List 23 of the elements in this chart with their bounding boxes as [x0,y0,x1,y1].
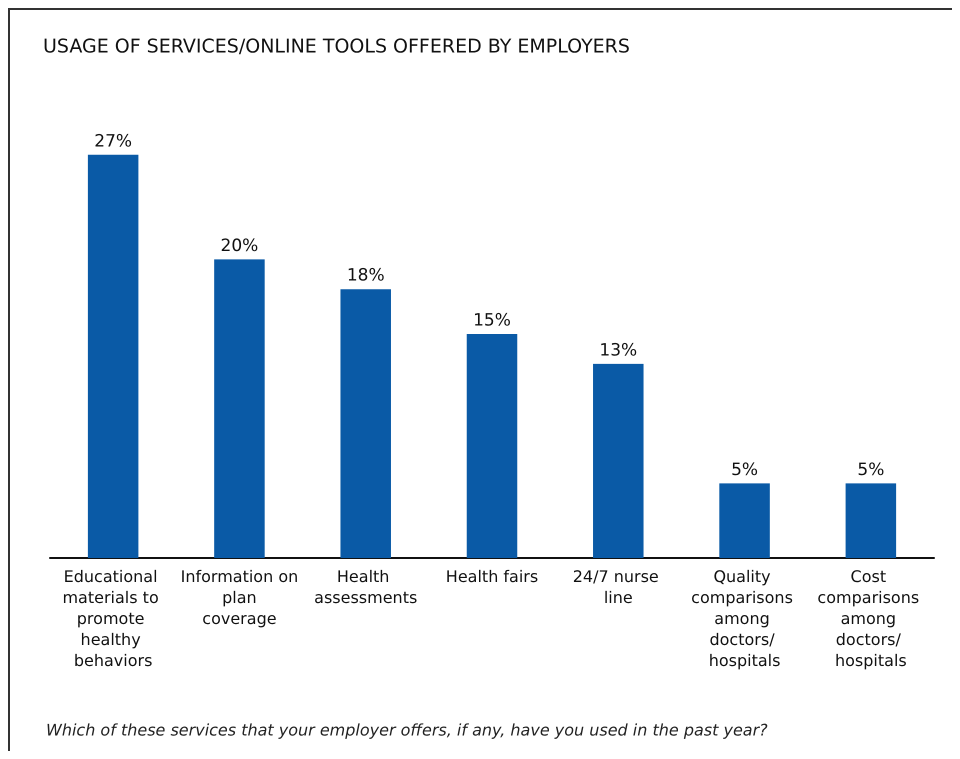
x-tick-label: 24/7 nurse line [572,567,664,607]
data-label: 20% [220,236,258,256]
bar [719,483,770,558]
x-tick-label: Educational materials to promote healthy behaviors [62,567,164,670]
bar [466,334,518,558]
bar [214,259,265,558]
data-label: 27% [94,131,132,152]
data-label: 18% [346,266,385,286]
bar [340,289,391,558]
bar [846,483,896,558]
x-tick-label: Cost comparisons among doctors/ hospitals [817,567,924,670]
data-label: 5% [857,460,884,480]
x-tick-label: Health assessments [314,567,418,607]
data-label: 15% [473,310,511,330]
data-label: 13% [599,340,638,360]
x-tick-label: Health fairs [446,567,538,586]
bar [88,154,138,558]
text: Which of these services that your employer offers, if any, have you used in the past year? [46,720,768,740]
chart-title: USAGE OF SERVICES/ONLINE TOOLS OFFERED BY EMPLOYERS [43,36,630,58]
bar [593,364,644,558]
data-label: 5% [731,460,758,480]
x-tick-label: Quality comparisons among doctors/ hospitals [691,567,798,670]
x-tick-label: Information on plan coverage [180,567,298,628]
